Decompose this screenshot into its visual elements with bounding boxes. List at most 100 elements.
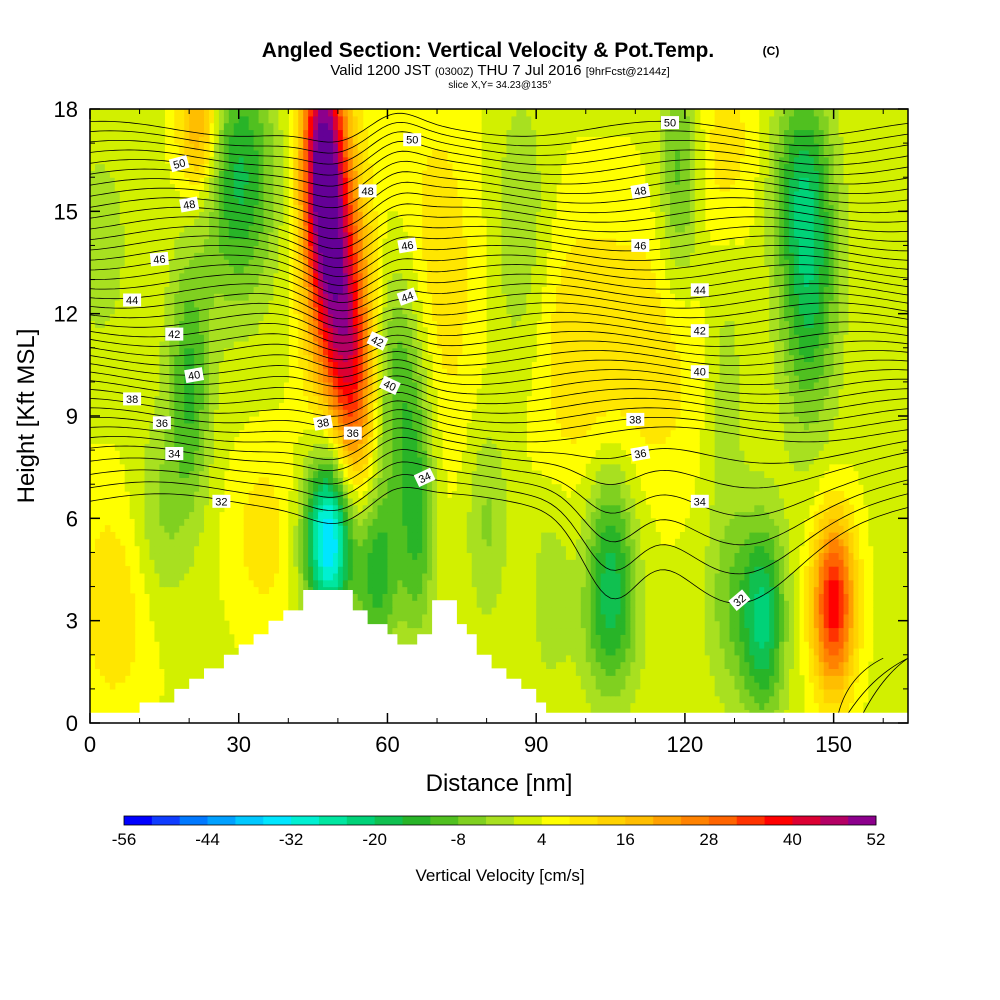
velocity-cell bbox=[625, 627, 631, 635]
velocity-cell bbox=[144, 518, 151, 526]
velocity-cell bbox=[640, 607, 646, 615]
velocity-cell bbox=[838, 613, 845, 622]
velocity-cell bbox=[268, 566, 275, 574]
velocity-cell bbox=[471, 579, 478, 588]
velocity-cell bbox=[734, 607, 741, 615]
velocity-cell bbox=[749, 518, 755, 526]
velocity-cell bbox=[580, 579, 587, 588]
velocity-cell bbox=[833, 531, 840, 540]
velocity-cell bbox=[541, 497, 547, 506]
velocity-cell bbox=[169, 566, 175, 574]
velocity-cell bbox=[679, 647, 686, 656]
velocity-cell bbox=[327, 504, 334, 513]
velocity-cell bbox=[164, 607, 170, 615]
velocity-cell bbox=[169, 525, 175, 533]
velocity-cell bbox=[818, 647, 825, 656]
velocity-cell bbox=[422, 511, 428, 519]
velocity-cell bbox=[427, 579, 433, 588]
velocity-cell bbox=[789, 654, 795, 663]
velocity-cell bbox=[199, 497, 205, 506]
velocity-cell bbox=[184, 545, 190, 554]
velocity-cell bbox=[729, 695, 736, 704]
velocity-cell bbox=[749, 572, 755, 581]
velocity-cell bbox=[169, 518, 175, 526]
velocity-cell bbox=[397, 572, 403, 581]
velocity-cell bbox=[888, 668, 894, 676]
velocity-cell bbox=[714, 491, 721, 499]
velocity-cell bbox=[536, 654, 542, 663]
velocity-cell bbox=[551, 497, 557, 506]
velocity-cell bbox=[189, 654, 195, 663]
velocity-cell bbox=[853, 620, 860, 629]
velocity-cell bbox=[605, 668, 612, 676]
velocity-cell bbox=[293, 484, 299, 492]
velocity-cell bbox=[412, 566, 418, 574]
velocity-cell bbox=[650, 654, 656, 663]
velocity-cell bbox=[377, 552, 384, 560]
velocity-cell bbox=[387, 579, 394, 588]
velocity-cell bbox=[888, 552, 894, 560]
velocity-cell bbox=[491, 531, 498, 540]
velocity-cell bbox=[823, 682, 830, 690]
velocity-cell bbox=[94, 579, 101, 588]
velocity-cell bbox=[719, 566, 726, 574]
velocity-cell bbox=[665, 545, 671, 554]
velocity-cell bbox=[169, 675, 175, 683]
velocity-cell bbox=[377, 566, 384, 574]
velocity-cell bbox=[779, 593, 785, 601]
velocity-cell bbox=[387, 491, 394, 499]
velocity-cell bbox=[456, 566, 463, 574]
velocity-cell bbox=[556, 586, 562, 594]
velocity-cell bbox=[734, 579, 741, 588]
velocity-cell bbox=[337, 484, 344, 492]
velocity-cell bbox=[174, 504, 180, 513]
velocity-cell bbox=[828, 559, 835, 567]
velocity-cell bbox=[570, 566, 577, 574]
velocity-cell bbox=[868, 525, 874, 533]
velocity-cell bbox=[486, 586, 493, 594]
velocity-cell bbox=[263, 525, 270, 533]
velocity-cell bbox=[114, 675, 121, 683]
velocity-cell bbox=[670, 620, 676, 629]
velocity-cell bbox=[818, 627, 825, 635]
velocity-cell bbox=[476, 491, 483, 499]
velocity-cell bbox=[575, 613, 582, 622]
velocity-cell bbox=[843, 695, 850, 704]
velocity-cell bbox=[417, 545, 423, 554]
velocity-cell bbox=[833, 566, 840, 574]
velocity-cell bbox=[392, 497, 398, 506]
velocity-cell bbox=[610, 682, 617, 690]
velocity-cell bbox=[565, 647, 572, 656]
velocity-cell bbox=[813, 559, 820, 567]
velocity-cell bbox=[759, 518, 765, 526]
velocity-cell bbox=[898, 613, 904, 622]
velocity-cell bbox=[744, 525, 750, 533]
velocity-cell bbox=[580, 552, 587, 560]
velocity-cell bbox=[298, 538, 304, 547]
velocity-cell bbox=[94, 572, 101, 581]
velocity-cell bbox=[318, 545, 324, 554]
velocity-cell bbox=[749, 545, 755, 554]
velocity-cell bbox=[903, 654, 908, 663]
velocity-cell bbox=[551, 552, 557, 560]
velocity-cell bbox=[536, 525, 542, 533]
velocity-cell bbox=[868, 511, 874, 519]
velocity-cell bbox=[104, 620, 111, 629]
velocity-cell bbox=[823, 613, 830, 622]
velocity-cell bbox=[556, 688, 562, 697]
velocity-cell bbox=[223, 620, 230, 629]
velocity-cell bbox=[744, 579, 750, 588]
velocity-cell bbox=[575, 504, 582, 513]
velocity-cell bbox=[159, 607, 165, 615]
velocity-cell bbox=[575, 634, 582, 642]
velocity-cell bbox=[898, 566, 904, 574]
velocity-cell bbox=[645, 627, 651, 635]
velocity-cell bbox=[139, 559, 146, 567]
velocity-cell bbox=[461, 579, 468, 588]
velocity-cell bbox=[793, 613, 800, 622]
velocity-cell bbox=[427, 497, 433, 506]
velocity-cell bbox=[397, 552, 403, 560]
velocity-cell bbox=[511, 566, 517, 574]
velocity-cell bbox=[828, 504, 835, 513]
velocity-cell bbox=[605, 661, 612, 670]
